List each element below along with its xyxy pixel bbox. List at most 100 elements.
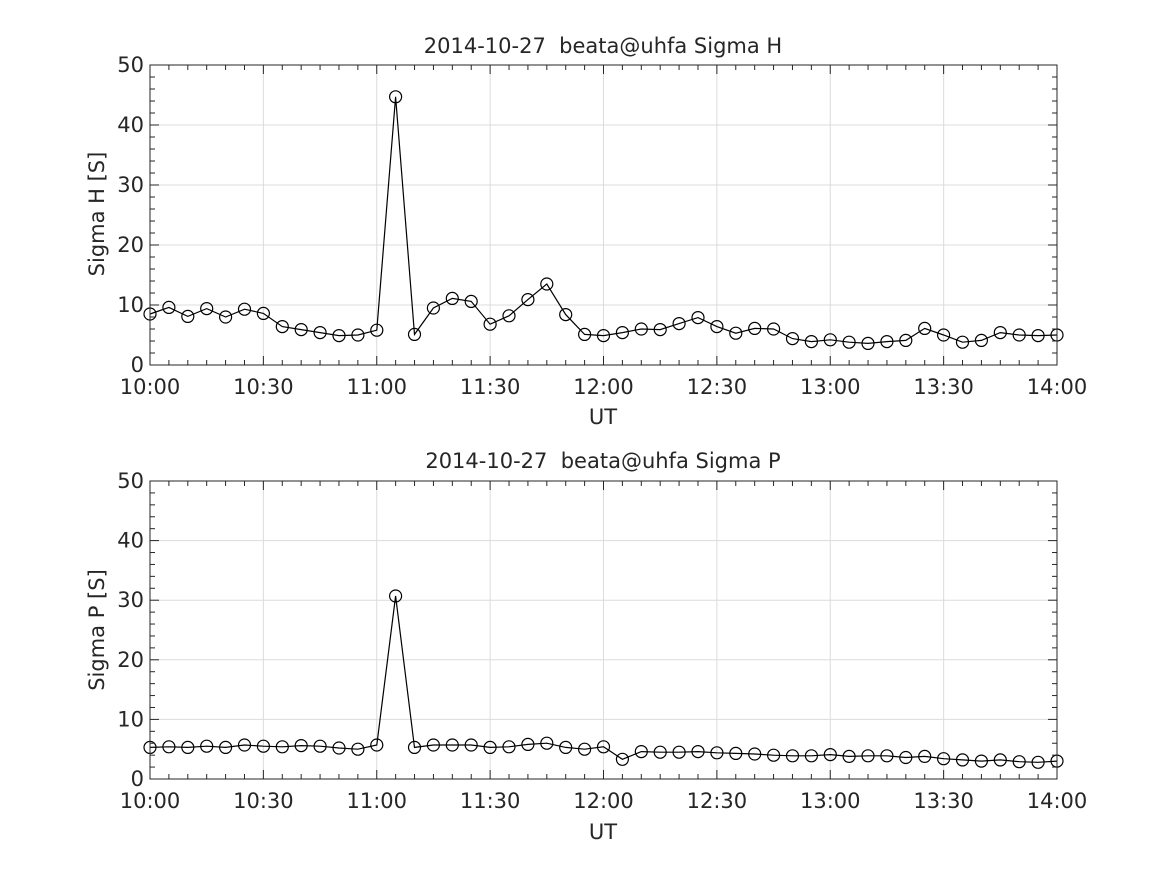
sigma-h-data-point-1 <box>162 300 176 314</box>
sigma-h-data-point-13 <box>389 90 403 104</box>
sigma-p-data-point-2 <box>181 740 195 755</box>
sigma-h-data-point-36 <box>823 333 837 347</box>
sigma-h-data-point-2 <box>181 309 195 323</box>
sigma-p-y-tick-label-3: 30 <box>117 588 144 612</box>
sigma-h-data-point-7 <box>275 320 289 334</box>
sigma-h-data-point-29 <box>691 311 705 325</box>
sigma-h-data-point-8 <box>294 323 308 337</box>
sigma-h-data-point-4 <box>219 310 233 324</box>
sigma-h-data-point-18 <box>483 317 497 331</box>
sigma-p-data-point-11 <box>351 742 365 756</box>
sigma-p-y-tick-label-4: 40 <box>117 529 144 553</box>
sigma-h-panel: 10:00 10:30 11:00 11:30 12:00 12:30 13:00 13:30… <box>85 34 1087 429</box>
sigma-p-data-point-32 <box>748 747 762 761</box>
sigma-h-y-tick-label-1: 10 <box>117 293 144 317</box>
sigma-h-data-point-47 <box>1031 329 1045 343</box>
sigma-p-data-point-31 <box>729 746 743 761</box>
sigma-p-x-tick-label-1: 10:30 <box>233 789 294 813</box>
sigma-p-data-point-9 <box>313 739 327 753</box>
sigma-p-x-tick-label-5: 12:30 <box>687 789 748 813</box>
sigma-h-data-point-27 <box>653 323 667 337</box>
sigma-h-tick-labels: 10:00 10:30 11:00 11:30 12:00 12:30 13:00 13:30… <box>117 53 1087 399</box>
sigma-h-x-tick-label-1: 10:30 <box>233 375 294 399</box>
sigma-p-data-point-19 <box>502 740 516 754</box>
sigma-h-data-point-35 <box>804 335 819 349</box>
sigma-p-data-point-22 <box>559 740 573 755</box>
sigma-h-data-point-25 <box>615 326 630 340</box>
sigma-h-data-point-23 <box>577 327 592 341</box>
sigma-h-data-point-28 <box>672 317 686 331</box>
sigma-h-data-point-21 <box>540 277 554 291</box>
sigma-h-title: 2014-10-27 beata@uhfa Sigma H <box>424 34 782 58</box>
sigma-h-data-point-39 <box>880 335 894 349</box>
sigma-p-data-point-47 <box>1031 755 1045 769</box>
sigma-h-data-point-31 <box>729 326 743 340</box>
sigma-p-x-tick-label-6: 13:00 <box>800 789 861 813</box>
sigma-p-data-point-15 <box>426 738 440 752</box>
sigma-p-data-point-13 <box>389 589 403 603</box>
sigma-h-data-point-19 <box>502 309 516 323</box>
sigma-p-x-axis-label: UT <box>589 820 617 844</box>
sigma-p-series <box>149 595 1058 763</box>
sigma-h-data-point-38 <box>861 336 875 350</box>
sigma-h-data-point-32 <box>748 321 762 335</box>
sigma-p-data-point-21 <box>540 736 554 750</box>
sigma-h-data-point-42 <box>936 328 951 342</box>
sigma-p-title: 2014-10-27 beata@uhfa Sigma P <box>425 449 780 473</box>
sigma-h-series-line <box>149 96 1058 345</box>
sigma-p-x-tick-label-7: 13:30 <box>913 789 974 813</box>
sigma-h-data-point-10 <box>332 329 346 343</box>
sigma-p-y-tick-label-1: 10 <box>117 707 144 731</box>
sigma-h-data-point-46 <box>1012 328 1026 342</box>
sigma-h-data-point-40 <box>899 333 913 347</box>
sigma-p-data-point-38 <box>861 749 875 763</box>
sigma-h-data-point-22 <box>559 308 573 322</box>
sigma-p-x-tick-label-2: 11:00 <box>346 789 407 813</box>
sigma-h-data-point-37 <box>842 335 856 349</box>
sigma-p-data-point-34 <box>785 749 800 763</box>
sigma-h-markers <box>143 90 1064 350</box>
sigma-h-series <box>149 96 1058 345</box>
sigma-h-x-tick-label-2: 11:00 <box>346 375 407 399</box>
sigma-h-data-point-14 <box>407 327 422 341</box>
sigma-h-data-point-6 <box>256 306 270 320</box>
sigma-p-data-point-18 <box>483 740 497 755</box>
sigma-h-data-point-43 <box>955 335 970 349</box>
sigma-p-data-point-39 <box>880 749 894 763</box>
sigma-p-y-tick-label-0: 0 <box>131 767 144 791</box>
sigma-p-ticks <box>149 480 1058 780</box>
sigma-h-data-point-11 <box>351 328 365 342</box>
sigma-h-x-tick-label-8: 14:00 <box>1027 375 1088 399</box>
sigma-p-data-point-4 <box>219 740 233 755</box>
sigma-h-y-axis-label: Sigma H [S] <box>85 152 109 277</box>
sigma-p-markers <box>143 589 1064 769</box>
sigma-p-y-tick-label-5: 50 <box>117 469 144 493</box>
sigma-h-data-point-20 <box>521 293 535 307</box>
sigma-h-y-tick-label-3: 30 <box>117 173 144 197</box>
sigma-h-data-point-30 <box>710 320 724 334</box>
sigma-h-data-point-45 <box>993 326 1007 340</box>
sigma-h-data-point-5 <box>237 302 252 316</box>
sigma-p-data-point-44 <box>974 754 989 768</box>
sigma-p-data-point-20 <box>521 737 535 752</box>
sigma-p-data-point-33 <box>766 748 781 762</box>
sigma-p-data-point-17 <box>464 738 478 752</box>
sigma-p-data-point-8 <box>294 738 308 753</box>
sigma-p-data-point-12 <box>370 738 384 752</box>
sigma-p-data-point-41 <box>918 749 932 764</box>
sigma-h-x-tick-label-3: 11:30 <box>460 375 521 399</box>
sigma-h-x-axis-label: UT <box>589 405 617 429</box>
sigma-h-x-tick-label-0: 10:00 <box>120 375 181 399</box>
sigma-h-x-tick-label-7: 13:30 <box>913 375 974 399</box>
sigma-h-y-tick-label-5: 50 <box>117 53 144 77</box>
sigma-p-x-tick-label-3: 11:30 <box>460 789 521 813</box>
sigma-h-y-tick-label-0: 0 <box>131 353 144 377</box>
sigma-p-y-tick-label-2: 20 <box>117 648 144 672</box>
sigma-p-data-point-29 <box>691 744 705 759</box>
sigma-h-data-point-17 <box>464 294 478 308</box>
sigma-p-data-point-3 <box>200 739 214 753</box>
sigma-h-data-point-12 <box>370 323 384 337</box>
sigma-p-data-point-30 <box>710 746 724 760</box>
